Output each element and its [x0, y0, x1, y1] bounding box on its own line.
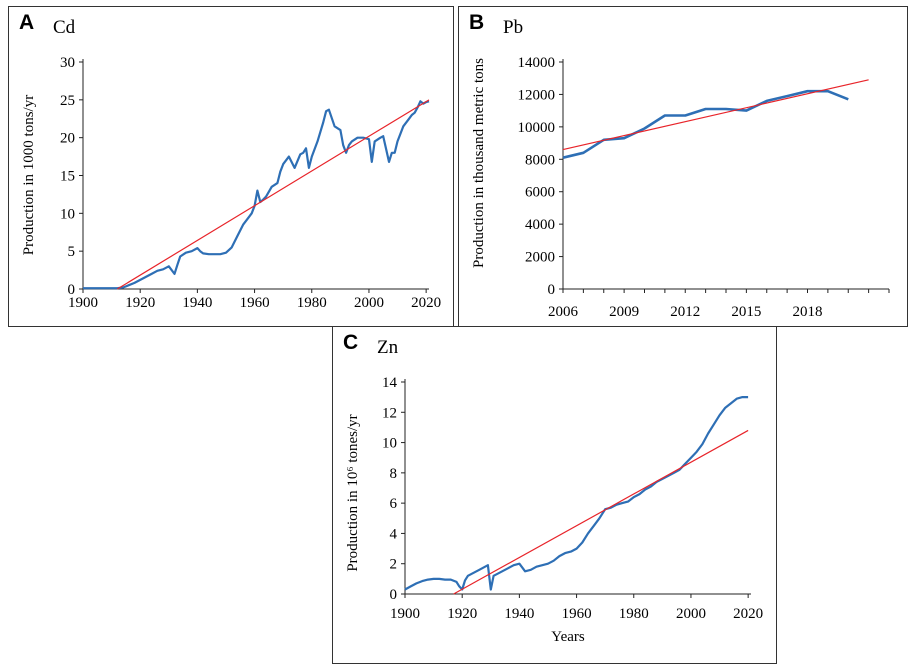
- x-tick-label: 1980: [297, 295, 327, 311]
- y-tick-label: 12000: [518, 87, 556, 103]
- y-axis-label: Production in thousand metric tons: [471, 58, 487, 268]
- x-tick-label: 2018: [793, 304, 823, 320]
- drop-lines: [562, 91, 849, 289]
- x-tick-label: 2012: [670, 304, 700, 320]
- chart-title: Cd: [53, 17, 76, 38]
- pb-chart: 0 2000 4000 6000 8000 10000 12000 14000 2006 2009…: [471, 55, 890, 320]
- zn-chart: 0 2 4 6 8 10 12 14 1900 1920 1940 1960 1980 2000 2020 P…: [345, 375, 763, 645]
- panel-b-pb: B Pb 0 2000 4000 6000 8000 10000 12000 14000 200…: [458, 6, 908, 327]
- y-tick-label: 10000: [518, 120, 556, 136]
- trend-line: [117, 99, 430, 290]
- series-line: [404, 395, 749, 591]
- series-line: [83, 100, 430, 290]
- panel-label: C: [343, 331, 359, 354]
- x-tick-label: 1960: [562, 606, 592, 622]
- x-tick-label: 2020: [733, 606, 763, 622]
- x-tick-label: 1900: [68, 295, 98, 311]
- x-axis-label: Years: [551, 629, 585, 645]
- y-tick-label: 8: [390, 466, 398, 482]
- x-tick-label: 2020: [411, 295, 441, 311]
- drop-lines: [404, 397, 749, 594]
- trend-line: [562, 79, 869, 151]
- y-tick-label: 2: [390, 557, 398, 573]
- panel-a-cd: A Cd 0 5 10 15 20 25 30 1900 1920 1940 1960 1980 200…: [8, 6, 454, 327]
- y-tick-label: 4: [390, 526, 398, 542]
- y-tick-label: 8000: [525, 152, 555, 168]
- chart-title: Zn: [377, 337, 399, 358]
- y-tick-label: 20: [60, 131, 75, 147]
- y-tick-label: 4000: [525, 217, 555, 233]
- x-tick-label: 2006: [548, 304, 579, 320]
- x-tick-label: 1960: [240, 295, 270, 311]
- x-tick-label: 1900: [390, 606, 420, 622]
- x-tick-label: 1920: [447, 606, 477, 622]
- panel-label: A: [19, 11, 35, 34]
- x-tick-label: 2015: [731, 304, 761, 320]
- y-tick-label: 14000: [518, 55, 556, 71]
- y-tick-label: 12: [382, 405, 397, 421]
- x-tick-label: 2000: [676, 606, 706, 622]
- panel-c-zn: C Zn 0 2 4 6 8 10 12 14 1900 1920 1940 1960 1980 2000…: [332, 326, 777, 664]
- x-tick-label: 2000: [354, 295, 384, 311]
- y-tick-label: 15: [60, 169, 75, 185]
- trend-line: [453, 429, 749, 595]
- cd-chart: 0 5 10 15 20 25 30 1900 1920 1940 1960 1980 2000 2020…: [21, 55, 441, 311]
- x-tick-label: 1980: [619, 606, 649, 622]
- y-tick-label: 0: [390, 587, 398, 603]
- x-tick-label: 1920: [125, 295, 155, 311]
- y-tick-label: 6000: [525, 185, 555, 201]
- drop-lines: [82, 101, 430, 289]
- panel-label: B: [469, 11, 485, 34]
- x-tick-label: 2009: [609, 304, 639, 320]
- y-tick-label: 0: [68, 282, 76, 298]
- y-tick-label: 30: [60, 55, 75, 71]
- x-tick-label: 1940: [504, 606, 534, 622]
- y-tick-label: 0: [548, 282, 556, 298]
- y-axis-label: Production in 10⁶ tones/yr: [345, 414, 361, 571]
- chart-title: Pb: [503, 17, 524, 38]
- y-tick-label: 10: [60, 206, 75, 222]
- y-tick-label: 2000: [525, 250, 555, 266]
- y-tick-label: 25: [60, 93, 75, 109]
- y-tick-label: 10: [382, 436, 397, 452]
- y-tick-label: 5: [68, 244, 76, 260]
- y-tick-label: 14: [382, 375, 398, 391]
- y-axis-label: Production in 1000 tons/yr: [21, 95, 37, 255]
- y-tick-label: 6: [390, 496, 398, 512]
- x-tick-label: 1940: [182, 295, 212, 311]
